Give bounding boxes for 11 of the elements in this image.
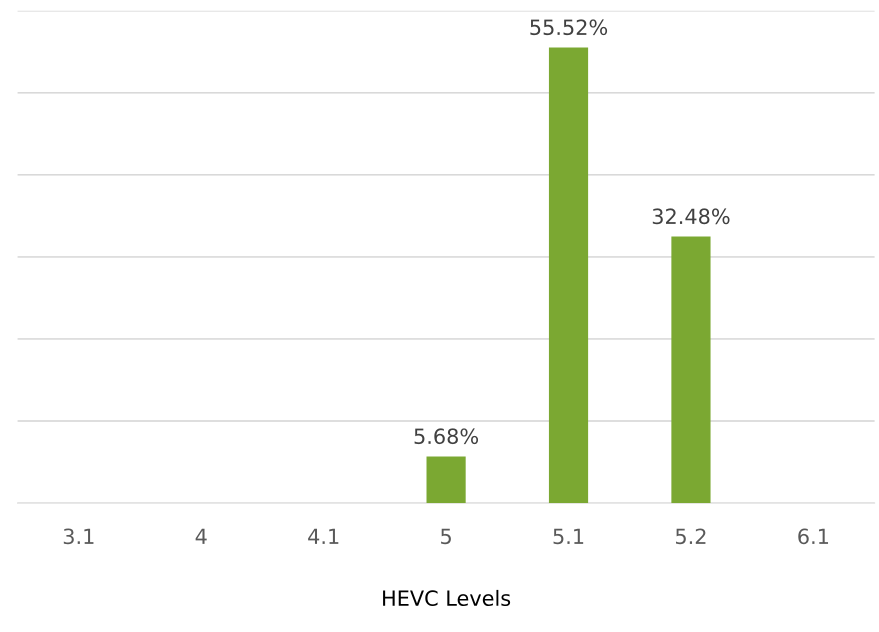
- x-axis-title: HEVC Levels: [383, 590, 510, 606]
- x-tick-label: 6.1: [798, 528, 828, 544]
- x-tick-label: 5.2: [676, 528, 706, 544]
- x-tick-label: 5.1: [554, 528, 584, 544]
- x-tick-label: 4: [196, 528, 207, 544]
- data-label: 55.52%: [530, 19, 608, 36]
- data-label: 5.68%: [414, 428, 478, 444]
- x-tick-label: 4.1: [308, 528, 338, 544]
- x-tick-label: 3.1: [64, 528, 94, 544]
- data-label: 32.48%: [652, 208, 730, 224]
- x-tick-label: 5: [441, 528, 451, 544]
